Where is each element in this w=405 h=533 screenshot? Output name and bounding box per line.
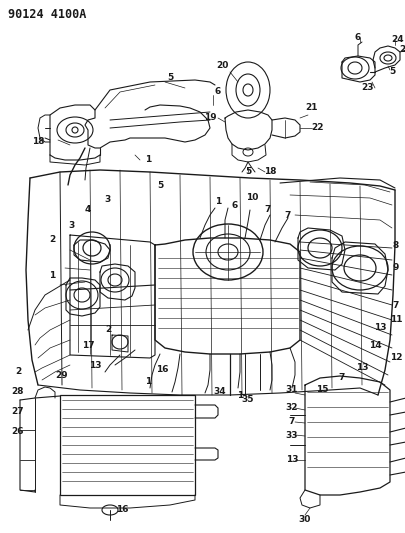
Text: 7: 7 xyxy=(392,301,398,310)
Text: 30: 30 xyxy=(298,515,310,524)
Text: 5: 5 xyxy=(166,74,173,83)
Text: 31: 31 xyxy=(285,385,298,394)
Text: 5: 5 xyxy=(244,167,251,176)
Text: 1: 1 xyxy=(49,271,55,279)
Text: 16: 16 xyxy=(115,505,128,514)
Text: 14: 14 xyxy=(368,341,380,350)
Text: 12: 12 xyxy=(389,353,401,362)
Text: 1: 1 xyxy=(236,391,243,400)
Text: 6: 6 xyxy=(214,87,221,96)
Text: 7: 7 xyxy=(264,206,271,214)
Text: 90124 4100A: 90124 4100A xyxy=(8,8,86,21)
Text: 27: 27 xyxy=(12,408,24,416)
Text: 1: 1 xyxy=(145,377,151,386)
Text: 13: 13 xyxy=(373,324,385,333)
Text: 5: 5 xyxy=(156,181,163,190)
Text: 6: 6 xyxy=(231,200,238,209)
Text: 22: 22 xyxy=(311,124,324,133)
Text: 24: 24 xyxy=(391,36,403,44)
Bar xyxy=(60,395,194,495)
Text: 9: 9 xyxy=(392,263,398,272)
Text: 32: 32 xyxy=(285,403,298,413)
Text: 29: 29 xyxy=(55,370,68,379)
Text: 17: 17 xyxy=(81,341,94,350)
Text: 13: 13 xyxy=(285,456,298,464)
Text: 19: 19 xyxy=(203,114,216,123)
Text: 3: 3 xyxy=(104,196,111,205)
Text: 3: 3 xyxy=(69,221,75,230)
Text: 2: 2 xyxy=(49,236,55,245)
Text: 33: 33 xyxy=(285,431,298,440)
Text: 8: 8 xyxy=(392,240,398,249)
Text: 13: 13 xyxy=(89,360,101,369)
Text: 15: 15 xyxy=(315,385,327,394)
Text: 18: 18 xyxy=(263,167,275,176)
Text: 21: 21 xyxy=(305,103,318,112)
Text: 1: 1 xyxy=(145,156,151,165)
Text: 11: 11 xyxy=(389,316,401,325)
Text: 2: 2 xyxy=(104,326,111,335)
Text: 26: 26 xyxy=(12,427,24,437)
Text: 13: 13 xyxy=(355,364,367,373)
Text: 7: 7 xyxy=(288,417,294,426)
Text: 7: 7 xyxy=(338,374,344,383)
Text: 35: 35 xyxy=(241,395,254,405)
Text: 2: 2 xyxy=(15,367,21,376)
Text: 16: 16 xyxy=(156,366,168,375)
Text: 5: 5 xyxy=(388,68,394,77)
Text: 25: 25 xyxy=(399,45,405,54)
Text: 10: 10 xyxy=(245,193,258,203)
Text: 6: 6 xyxy=(354,34,360,43)
Text: 34: 34 xyxy=(213,387,226,397)
Text: 4: 4 xyxy=(85,206,91,214)
Text: 7: 7 xyxy=(284,211,290,220)
Text: 20: 20 xyxy=(215,61,228,69)
Text: 1: 1 xyxy=(214,198,221,206)
Text: 23: 23 xyxy=(361,84,373,93)
Text: 28: 28 xyxy=(12,387,24,397)
Text: 18: 18 xyxy=(32,138,44,147)
